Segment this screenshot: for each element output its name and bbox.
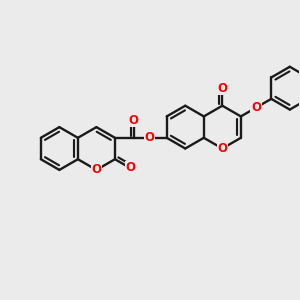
Text: O: O — [217, 142, 227, 155]
Text: O: O — [129, 114, 139, 127]
Text: O: O — [92, 164, 101, 176]
Text: O: O — [217, 82, 227, 95]
Text: O: O — [125, 161, 135, 175]
Text: O: O — [251, 101, 261, 114]
Text: O: O — [144, 131, 154, 144]
